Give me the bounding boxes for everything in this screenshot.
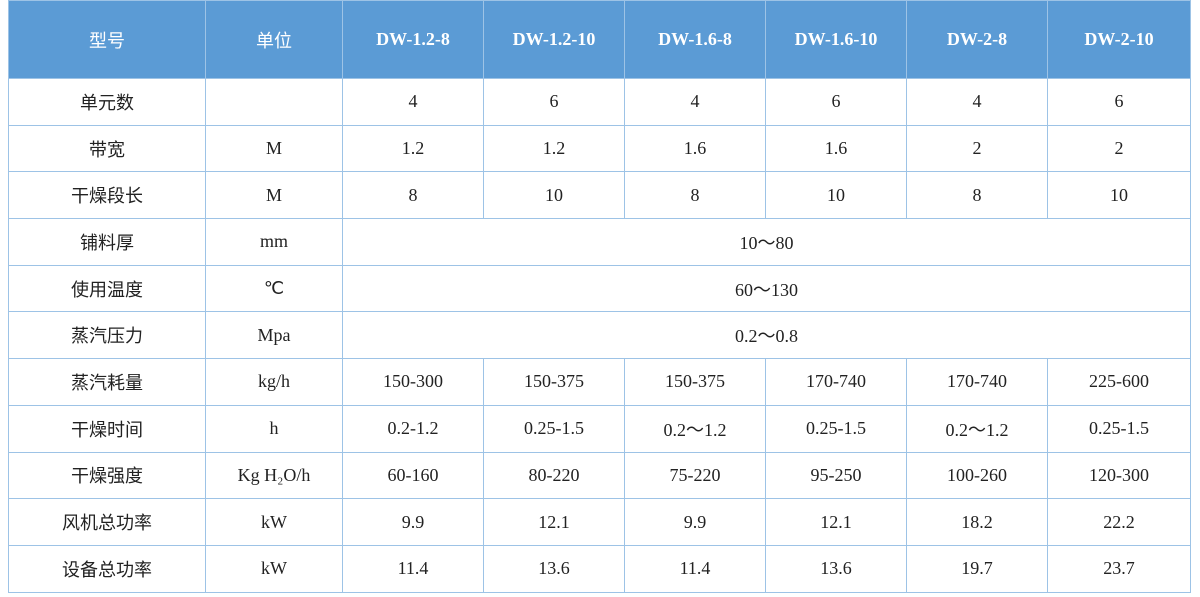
- table-body: 单元数 4 6 4 6 4 6 带宽 M 1.2 1.2 1.6 1.6 2 2 干燥段长 M 8 10 8 10 8 10…: [8, 78, 1191, 593]
- table-row: 设备总功率 kW 11.4 13.6 11.4 13.6 19.7 23.7: [8, 544, 1191, 593]
- value-cell: 4: [624, 78, 766, 126]
- value-cell: 4: [906, 78, 1048, 126]
- row-label: 单元数: [8, 78, 206, 126]
- value-cell: 6: [483, 78, 625, 126]
- spec-table: 型号 单位 DW-1.2-8 DW-1.2-10 DW-1.6-8 DW-1.6-10 DW…: [8, 0, 1191, 593]
- row-label: 干燥强度: [8, 451, 206, 500]
- value-cell: 150-375: [483, 358, 625, 406]
- value-cell: 2: [906, 124, 1048, 173]
- value-cell: 9.9: [624, 498, 766, 546]
- value-cell: 0.2～1.2: [906, 404, 1048, 453]
- value-cell: 19.7: [906, 544, 1048, 593]
- row-label: 蒸汽耗量: [8, 358, 206, 406]
- value-cell: 9.9: [342, 498, 484, 546]
- value-cell: 8: [624, 171, 766, 220]
- value-cell: 60-160: [342, 451, 484, 500]
- value-cell: 11.4: [624, 544, 766, 593]
- value-cell: 10: [765, 171, 907, 220]
- unit-cell: M: [205, 171, 343, 220]
- unit-cell: h: [205, 404, 343, 453]
- value-cell: 11.4: [342, 544, 484, 593]
- row-label: 风机总功率: [8, 498, 206, 546]
- value-cell: 12.1: [765, 498, 907, 546]
- table-row: 干燥段长 M 8 10 8 10 8 10: [8, 171, 1191, 220]
- header-row: 型号 单位 DW-1.2-8 DW-1.2-10 DW-1.6-8 DW-1.6-10 DW…: [8, 0, 1191, 79]
- column-header: DW-2-10: [1047, 0, 1191, 79]
- unit-cell: Mpa: [205, 311, 343, 360]
- unit-cell: mm: [205, 218, 343, 266]
- merged-value-cell: 10～80: [342, 218, 1191, 266]
- value-cell: 150-375: [624, 358, 766, 406]
- value-cell: 0.25-1.5: [1047, 404, 1191, 453]
- value-cell: 225-600: [1047, 358, 1191, 406]
- value-cell: 13.6: [483, 544, 625, 593]
- row-label: 干燥时间: [8, 404, 206, 453]
- unit-cell: Kg H₂O/h: [205, 451, 343, 500]
- value-cell: 22.2: [1047, 498, 1191, 546]
- row-label: 干燥段长: [8, 171, 206, 220]
- value-cell: 1.6: [765, 124, 907, 173]
- row-label: 设备总功率: [8, 544, 206, 593]
- value-cell: 0.2-1.2: [342, 404, 484, 453]
- merged-value-cell: 60～130: [342, 264, 1191, 313]
- unit-cell: M: [205, 124, 343, 173]
- value-cell: 0.2～1.2: [624, 404, 766, 453]
- column-header: 单位: [205, 0, 343, 79]
- table-row: 单元数 4 6 4 6 4 6: [8, 78, 1191, 126]
- column-header: 型号: [8, 0, 206, 79]
- unit-cell: kW: [205, 498, 343, 546]
- value-cell: 8: [342, 171, 484, 220]
- value-cell: 23.7: [1047, 544, 1191, 593]
- value-cell: 6: [1047, 78, 1191, 126]
- row-label: 使用温度: [8, 264, 206, 313]
- unit-cell: [205, 78, 343, 126]
- column-header: DW-1.2-8: [342, 0, 484, 79]
- merged-value-cell: 0.2～0.8: [342, 311, 1191, 360]
- table-row: 带宽 M 1.2 1.2 1.6 1.6 2 2: [8, 124, 1191, 173]
- value-cell: 170-740: [906, 358, 1048, 406]
- table-row: 风机总功率 kW 9.9 12.1 9.9 12.1 18.2 22.2: [8, 498, 1191, 546]
- unit-cell: ℃: [205, 264, 343, 313]
- value-cell: 150-300: [342, 358, 484, 406]
- value-cell: 6: [765, 78, 907, 126]
- column-header: DW-1.6-8: [624, 0, 766, 79]
- row-label: 蒸汽压力: [8, 311, 206, 360]
- table-wrap: 型号 单位 DW-1.2-8 DW-1.2-10 DW-1.6-8 DW-1.6-10 DW…: [8, 0, 1191, 593]
- table-row: 铺料厚 mm 10～80: [8, 218, 1191, 266]
- value-cell: 12.1: [483, 498, 625, 546]
- table-row: 干燥时间 h 0.2-1.2 0.25-1.5 0.2～1.2 0.25-1.5 0.2～1…: [8, 404, 1191, 453]
- value-cell: 10: [1047, 171, 1191, 220]
- value-cell: 75-220: [624, 451, 766, 500]
- table-row: 使用温度 ℃ 60～130: [8, 264, 1191, 313]
- value-cell: 1.2: [342, 124, 484, 173]
- value-cell: 170-740: [765, 358, 907, 406]
- column-header: DW-1.2-10: [483, 0, 625, 79]
- unit-cell: kW: [205, 544, 343, 593]
- value-cell: 120-300: [1047, 451, 1191, 500]
- value-cell: 8: [906, 171, 1048, 220]
- row-label: 带宽: [8, 124, 206, 173]
- table-row: 蒸汽耗量 kg/h 150-300 150-375 150-375 170-740 170-…: [8, 358, 1191, 406]
- value-cell: 2: [1047, 124, 1191, 173]
- column-header: DW-2-8: [906, 0, 1048, 79]
- table-row: 蒸汽压力 Mpa 0.2～0.8: [8, 311, 1191, 360]
- value-cell: 0.25-1.5: [483, 404, 625, 453]
- value-cell: 1.6: [624, 124, 766, 173]
- table-row: 干燥强度 Kg H₂O/h 60-160 80-220 75-220 95-250 100-…: [8, 451, 1191, 500]
- value-cell: 10: [483, 171, 625, 220]
- unit-cell: kg/h: [205, 358, 343, 406]
- value-cell: 4: [342, 78, 484, 126]
- value-cell: 0.25-1.5: [765, 404, 907, 453]
- value-cell: 1.2: [483, 124, 625, 173]
- row-label: 铺料厚: [8, 218, 206, 266]
- value-cell: 80-220: [483, 451, 625, 500]
- value-cell: 13.6: [765, 544, 907, 593]
- column-header: DW-1.6-10: [765, 0, 907, 79]
- value-cell: 95-250: [765, 451, 907, 500]
- value-cell: 100-260: [906, 451, 1048, 500]
- value-cell: 18.2: [906, 498, 1048, 546]
